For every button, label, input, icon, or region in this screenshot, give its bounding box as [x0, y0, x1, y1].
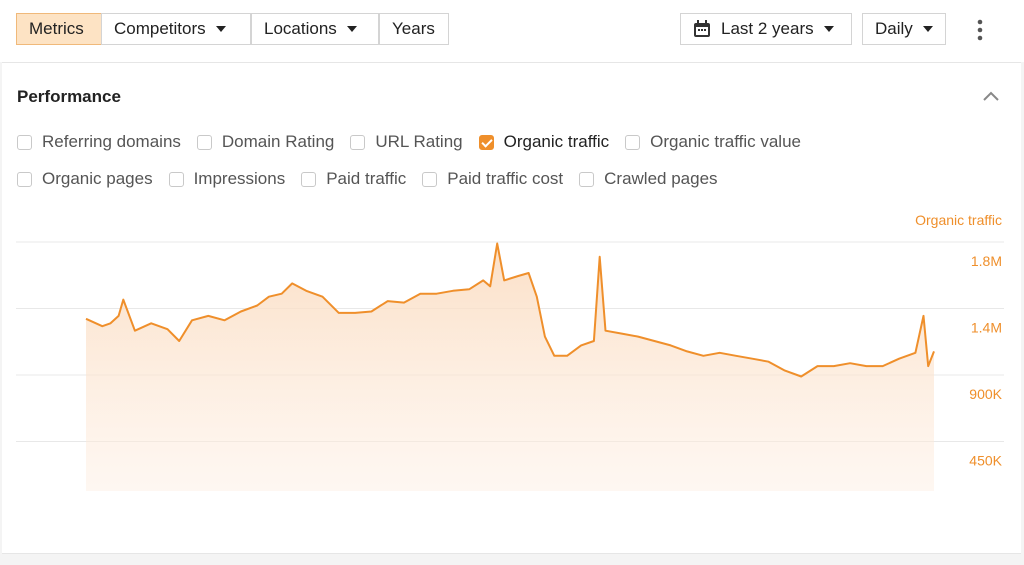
- metric-checkbox[interactable]: Crawled pages: [579, 169, 718, 189]
- metric-label: Crawled pages: [604, 169, 718, 188]
- metric-label: Paid traffic: [326, 169, 407, 188]
- checkbox[interactable]: [422, 171, 438, 187]
- area: [86, 243, 934, 491]
- interval-label: Daily: [875, 19, 913, 38]
- y-axis-title: Organic traffic: [915, 212, 1002, 228]
- range-label: Last 2 years: [721, 19, 814, 38]
- checkbox[interactable]: [579, 171, 595, 187]
- metric-checkbox[interactable]: Organic traffic: [478, 132, 610, 152]
- panel-title: Performance: [17, 87, 121, 106]
- tab-label: Locations: [264, 19, 337, 38]
- y-tick-label: 450K: [969, 453, 1002, 469]
- metric-checkbox[interactable]: Paid traffic: [301, 169, 406, 189]
- calendar-icon: [694, 20, 710, 37]
- tab-button[interactable]: Competitors: [101, 13, 251, 45]
- checkbox[interactable]: [478, 134, 494, 150]
- metric-checkbox[interactable]: Paid traffic cost: [422, 169, 563, 189]
- range-button[interactable]: Last 2 years: [680, 13, 852, 45]
- more-menu[interactable]: [975, 19, 985, 41]
- metric-label: Paid traffic cost: [447, 169, 564, 188]
- checkbox[interactable]: [17, 134, 32, 150]
- caret: [823, 26, 834, 32]
- tab-button[interactable]: Metrics: [16, 13, 102, 45]
- metric-checkbox[interactable]: URL Rating: [350, 132, 463, 152]
- y-tick-label: 1.4M: [971, 320, 1002, 336]
- metric-label: Organic pages: [42, 169, 153, 188]
- collapse-icon[interactable]: [982, 90, 1000, 102]
- performance-card: Performance Organic traffic0450K900K1.4M…: [2, 62, 1021, 554]
- checkbox[interactable]: [625, 134, 641, 150]
- checkbox[interactable]: [168, 171, 184, 187]
- checkbox[interactable]: [17, 171, 32, 187]
- y-tick-label: 1.8M: [971, 253, 1002, 269]
- metric-label: Organic traffic value: [650, 132, 801, 151]
- tab-button[interactable]: Years: [379, 13, 449, 45]
- metric-checkbox[interactable]: Domain Rating: [196, 132, 335, 152]
- metric-checkbox[interactable]: Referring domains: [17, 132, 181, 152]
- metric-checkbox[interactable]: Impressions: [168, 169, 286, 189]
- checkbox[interactable]: [301, 171, 317, 187]
- tab-label: Competitors: [114, 19, 206, 38]
- metric-label: Impressions: [193, 169, 286, 188]
- metric-checkbox[interactable]: Organic traffic value: [625, 132, 801, 152]
- tab-label: Years: [392, 19, 435, 38]
- caret: [346, 26, 357, 32]
- toolbar: Last 2 years Daily Metrics Competitors Loc…: [0, 0, 1024, 62]
- tab-button[interactable]: Locations: [251, 13, 379, 45]
- metric-checkbox[interactable]: Organic pages: [17, 169, 153, 189]
- caret: [215, 26, 226, 32]
- chart: Organic traffic0450K900K1.4M1.8M26 Apr 2…: [16, 212, 1004, 491]
- caret: [922, 26, 933, 32]
- y-tick-label: 900K: [969, 386, 1002, 402]
- interval-button[interactable]: Daily: [862, 13, 946, 45]
- metric-row: Organic pages Impressions Paid traffic Paid…: [17, 169, 718, 189]
- metric-label: URL Rating: [375, 132, 463, 151]
- metric-label: Domain Rating: [221, 132, 335, 151]
- tab-label: Metrics: [29, 19, 84, 38]
- metric-row: Referring domains Domain Rating URL Rating…: [17, 132, 801, 152]
- line: [85, 242, 935, 378]
- metric-label: Referring domains: [42, 132, 181, 151]
- checkbox[interactable]: [350, 134, 366, 150]
- checkbox[interactable]: [196, 134, 212, 150]
- metric-label: Organic traffic: [503, 132, 610, 151]
